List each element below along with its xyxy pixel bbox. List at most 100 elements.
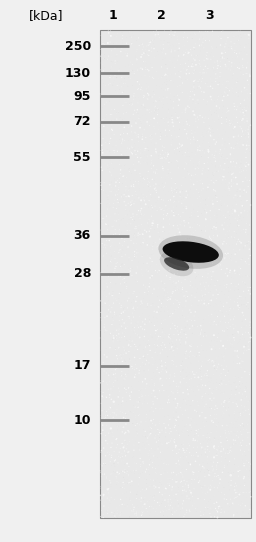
Point [210, 233, 214, 241]
Point [141, 157, 145, 165]
Point [158, 96, 162, 105]
Point [211, 161, 215, 170]
Point [246, 370, 250, 379]
Point [240, 127, 244, 136]
Point [125, 241, 130, 249]
Point [131, 500, 135, 509]
Point [222, 55, 226, 63]
Point [227, 377, 231, 386]
Point [208, 444, 212, 453]
Point [98, 411, 102, 420]
Point [240, 432, 244, 441]
Point [206, 185, 210, 193]
Point [140, 101, 144, 109]
Point [188, 197, 192, 206]
Point [134, 402, 138, 411]
Point [183, 100, 187, 109]
Point [160, 154, 164, 163]
Point [230, 233, 234, 241]
Point [111, 433, 115, 441]
Point [194, 51, 198, 60]
Point [189, 264, 193, 273]
Point [130, 507, 134, 515]
Point [210, 472, 215, 480]
Point [222, 453, 227, 462]
Point [227, 158, 231, 166]
Point [188, 68, 192, 77]
Point [180, 366, 184, 375]
Point [166, 307, 170, 316]
Point [109, 208, 113, 216]
Point [185, 372, 189, 381]
Point [154, 479, 158, 487]
Point [146, 363, 150, 372]
Point [207, 377, 211, 385]
Point [127, 36, 131, 44]
Point [141, 230, 145, 238]
Point [227, 280, 231, 288]
Point [181, 182, 185, 191]
Point [99, 378, 103, 387]
Point [209, 227, 213, 235]
Point [192, 105, 196, 114]
Point [100, 428, 104, 437]
Point [139, 39, 143, 48]
Point [246, 80, 250, 89]
Point [99, 247, 103, 256]
Point [185, 333, 189, 342]
Point [222, 356, 227, 365]
Point [174, 387, 178, 396]
Point [185, 152, 189, 160]
Point [137, 330, 141, 338]
Point [248, 121, 252, 130]
Point [227, 423, 231, 431]
Point [106, 486, 110, 495]
Point [120, 134, 124, 143]
Point [172, 285, 176, 293]
Point [136, 474, 140, 483]
Point [162, 243, 166, 251]
Point [178, 485, 182, 494]
Point [117, 187, 121, 196]
Point [247, 456, 251, 464]
Point [191, 443, 196, 451]
Point [223, 140, 227, 149]
Point [194, 396, 198, 404]
Point [120, 439, 124, 448]
Point [233, 47, 237, 55]
Point [146, 167, 150, 176]
Point [204, 214, 208, 223]
Point [244, 40, 248, 49]
Point [184, 327, 188, 336]
Point [230, 88, 234, 96]
Point [204, 68, 208, 77]
Point [136, 323, 140, 332]
Point [227, 398, 231, 406]
Point [239, 314, 243, 322]
Point [162, 72, 166, 80]
Point [197, 237, 201, 246]
Point [233, 103, 237, 112]
Point [161, 327, 165, 336]
Point [226, 181, 230, 190]
Point [170, 30, 175, 39]
Point [219, 365, 223, 373]
Point [220, 36, 224, 45]
Point [192, 52, 196, 61]
Point [213, 89, 217, 98]
Point [168, 38, 172, 47]
Point [142, 151, 146, 160]
Point [155, 136, 159, 144]
Point [248, 89, 252, 98]
Point [214, 161, 218, 170]
Point [169, 338, 174, 347]
Point [227, 202, 231, 210]
Point [121, 408, 125, 417]
Point [162, 110, 166, 119]
Point [148, 460, 152, 468]
Point [187, 68, 191, 77]
Point [219, 396, 223, 404]
Point [174, 60, 178, 68]
Point [169, 96, 174, 105]
Point [158, 428, 162, 437]
